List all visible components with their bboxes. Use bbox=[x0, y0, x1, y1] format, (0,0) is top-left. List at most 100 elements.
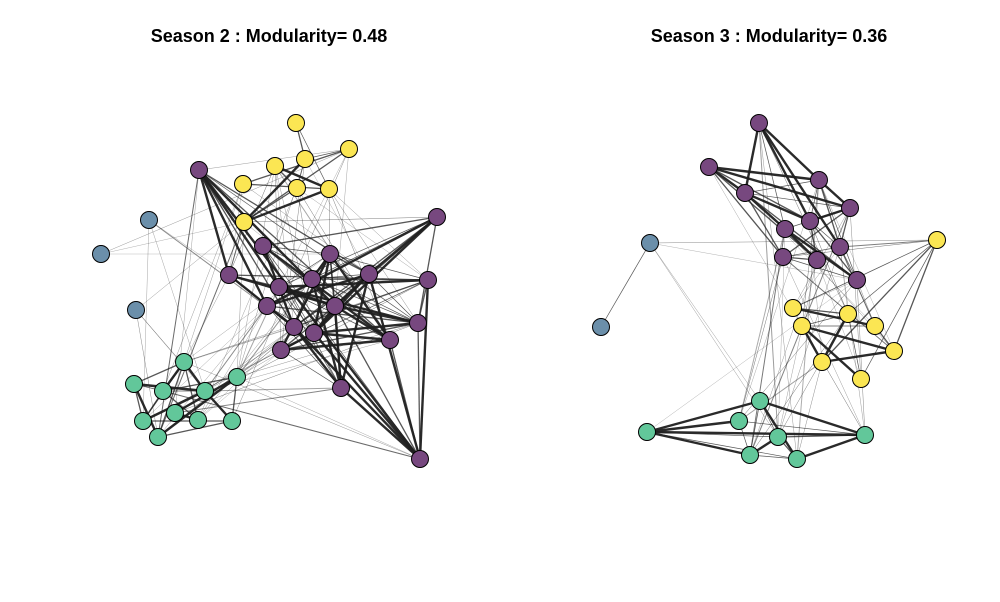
season-3-edge bbox=[782, 256, 895, 352]
season-3-node-green bbox=[730, 412, 748, 430]
season-3-edge bbox=[860, 239, 938, 380]
season-2-edge bbox=[243, 187, 330, 224]
season-3-edge bbox=[708, 166, 784, 258]
season-3-node-blue bbox=[641, 234, 659, 252]
season-2-edge bbox=[340, 387, 421, 460]
season-2-edge bbox=[162, 390, 421, 460]
season-3-edge bbox=[743, 122, 761, 194]
season-2-edge bbox=[174, 169, 200, 414]
season-2-node-purple bbox=[258, 297, 276, 315]
season-3-edge bbox=[801, 324, 895, 353]
season-2-edges bbox=[100, 122, 438, 460]
season-2-edge bbox=[142, 305, 268, 422]
season-2-node-green bbox=[175, 353, 193, 371]
season-3-edge bbox=[749, 400, 761, 456]
season-2-node-yellow bbox=[234, 175, 252, 193]
season-3-node-purple bbox=[750, 114, 768, 132]
season-2-node-yellow bbox=[296, 150, 314, 168]
season-3-edge bbox=[821, 349, 895, 364]
season-3-edge bbox=[839, 239, 938, 248]
season-2-edge bbox=[278, 278, 429, 289]
season-3-edge bbox=[749, 313, 849, 456]
season-3-edge bbox=[801, 325, 862, 380]
season-3-edge bbox=[759, 399, 866, 437]
season-3-node-purple bbox=[776, 220, 794, 238]
season-2-node-purple bbox=[272, 341, 290, 359]
season-2-node-purple bbox=[419, 271, 437, 289]
season-2-edge bbox=[418, 279, 430, 460]
season-2-edge bbox=[266, 305, 419, 324]
season-2-edge bbox=[183, 274, 230, 363]
season-3-edge bbox=[646, 431, 798, 460]
season-3-node-yellow bbox=[866, 317, 884, 335]
season-2-node-purple bbox=[326, 297, 344, 315]
season-2-edge bbox=[262, 245, 331, 255]
season-2-node-purple bbox=[411, 450, 429, 468]
season-2-edge bbox=[197, 169, 231, 276]
season-2-node-purple bbox=[220, 266, 238, 284]
season-2-node-purple bbox=[254, 237, 272, 255]
season-2-title: Season 2 : Modularity= 0.48 bbox=[150, 26, 388, 46]
season-3-node-purple bbox=[700, 158, 718, 176]
season-2-edge bbox=[242, 183, 330, 190]
season-3-edge bbox=[758, 122, 786, 230]
season-2-edge bbox=[278, 148, 350, 288]
season-3-edge bbox=[646, 399, 761, 434]
season-2-node-yellow bbox=[235, 213, 253, 231]
season-3-edge bbox=[839, 246, 849, 315]
season-3-node-green bbox=[741, 446, 759, 464]
season-2-edge bbox=[296, 187, 313, 280]
season-3-node-green bbox=[788, 450, 806, 468]
season-2-edge bbox=[313, 331, 391, 342]
season-2-edge bbox=[243, 216, 438, 223]
season-2-nodes bbox=[92, 114, 446, 468]
season-2-edge bbox=[197, 305, 336, 421]
season-3-edge bbox=[782, 246, 841, 258]
season-2-edge bbox=[204, 387, 342, 392]
season-2-edge bbox=[242, 148, 350, 185]
season-2-edge bbox=[280, 338, 391, 352]
season-2-node-purple bbox=[285, 318, 303, 336]
season-2-edge bbox=[278, 286, 315, 334]
season-3-edge bbox=[744, 192, 784, 258]
season-3-edge bbox=[738, 256, 784, 422]
season-2-edge bbox=[296, 187, 429, 281]
season-2-edge bbox=[183, 361, 421, 460]
season-2-edge bbox=[132, 383, 160, 438]
season-2-node-purple bbox=[321, 245, 339, 263]
season-2-edge bbox=[293, 279, 429, 328]
season-3-edge bbox=[744, 191, 811, 223]
season-2-edge bbox=[274, 164, 330, 191]
season-3-node-green bbox=[856, 426, 874, 444]
season-2-edge bbox=[328, 188, 429, 281]
season-3-edge bbox=[749, 228, 786, 456]
season-2-edge bbox=[293, 326, 342, 389]
season-2-edge bbox=[204, 305, 268, 392]
season-3-node-purple bbox=[848, 271, 866, 289]
season-2-edge bbox=[313, 321, 419, 335]
season-3-title: Season 3 : Modularity= 0.36 bbox=[650, 26, 888, 46]
season-2-node-purple bbox=[270, 278, 288, 296]
season-3-node-purple bbox=[774, 248, 792, 266]
season-3-edge bbox=[758, 122, 798, 460]
season-3-edge bbox=[821, 239, 938, 363]
season-3-edge bbox=[708, 165, 820, 182]
season-3-edge bbox=[777, 259, 818, 438]
season-3-edge bbox=[646, 430, 751, 457]
season-3-edge bbox=[744, 179, 820, 194]
season-2-edge bbox=[157, 376, 238, 438]
season-3-edge bbox=[646, 419, 740, 434]
season-3-node-purple bbox=[831, 238, 849, 256]
season-3-edge bbox=[777, 246, 841, 438]
season-3-edge bbox=[849, 207, 862, 380]
season-2-node-green bbox=[228, 368, 246, 386]
season-3-edge bbox=[847, 239, 938, 315]
season-2-node-green bbox=[125, 375, 143, 393]
season-3-edge bbox=[649, 239, 938, 244]
season-2-edge bbox=[417, 216, 438, 324]
season-2-node-blue bbox=[92, 245, 110, 263]
season-2-node-yellow bbox=[288, 179, 306, 197]
season-2-node-yellow bbox=[340, 140, 358, 158]
